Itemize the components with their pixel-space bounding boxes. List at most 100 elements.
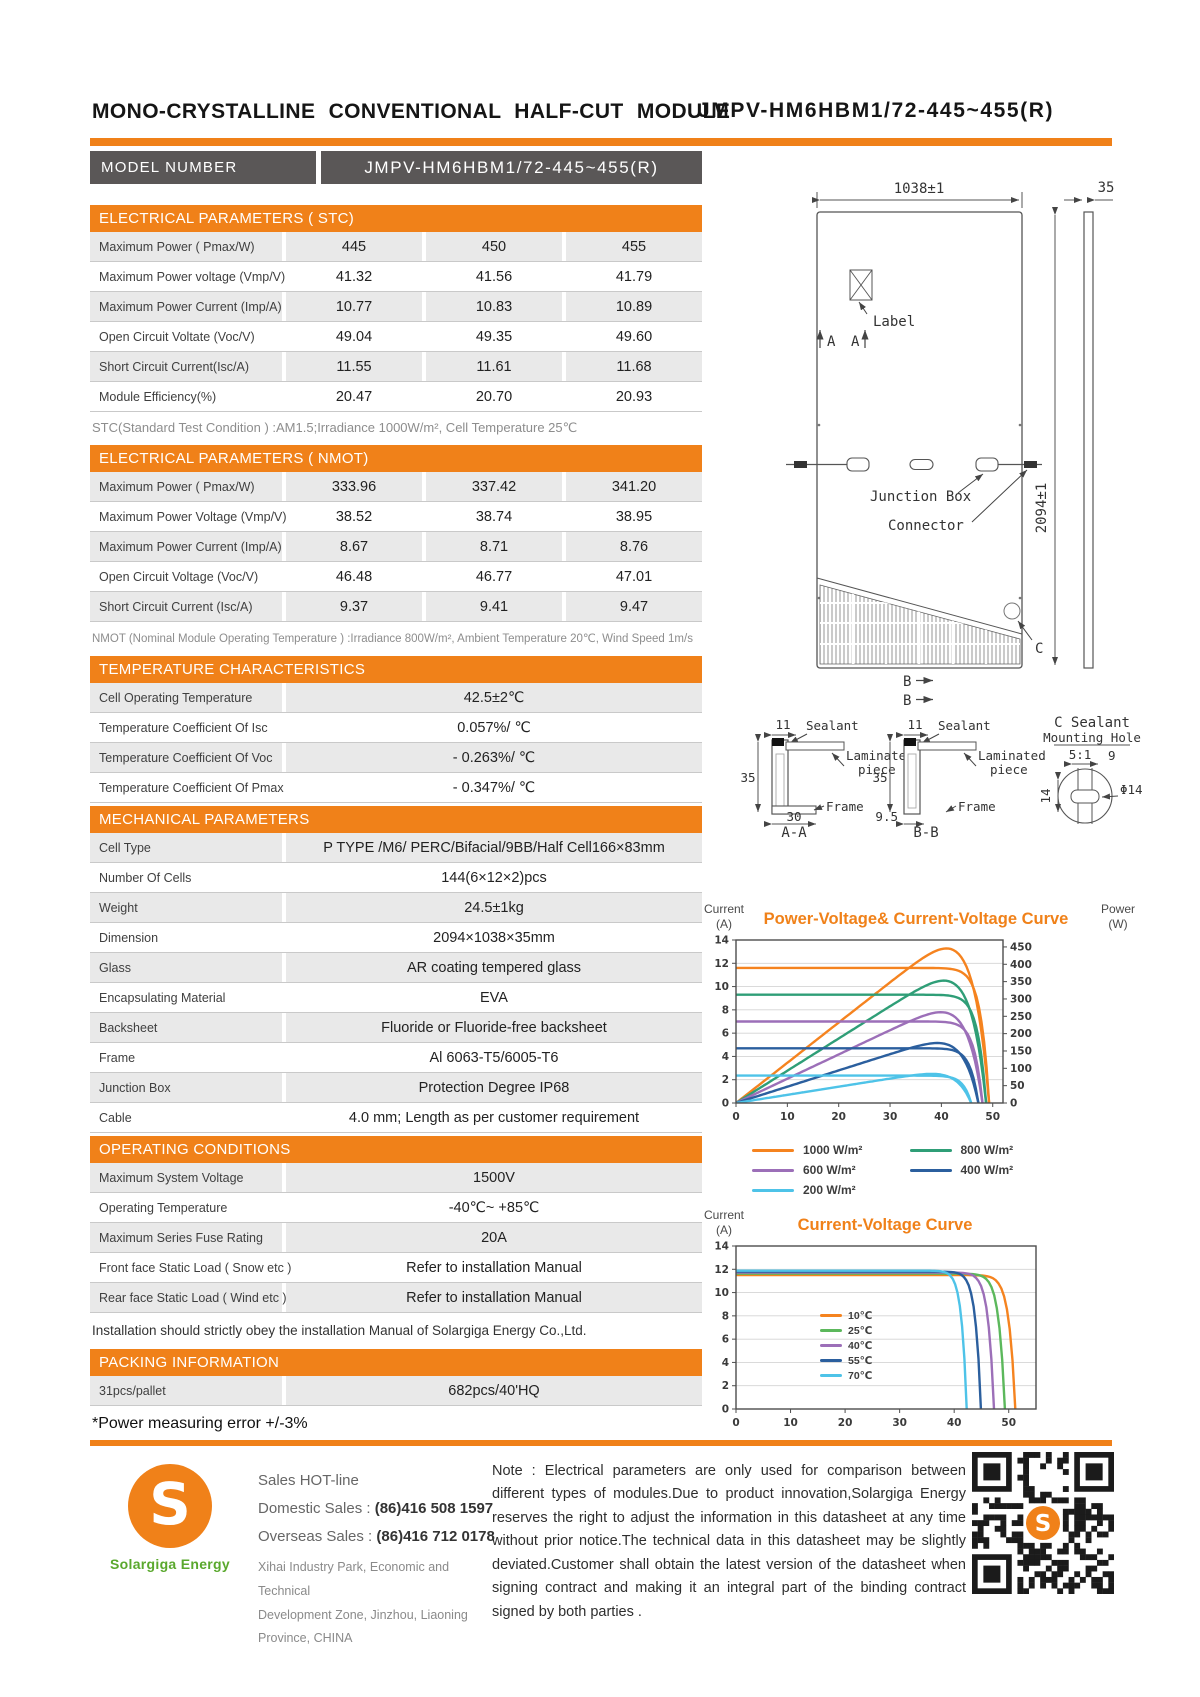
logo-text: Solargiga Energy	[110, 1556, 230, 1572]
legend-item: 40℃	[820, 1338, 872, 1353]
svg-text:40: 40	[947, 1417, 962, 1429]
svg-text:2: 2	[722, 1380, 729, 1392]
chart1-ylabel: Current (A)	[703, 902, 744, 931]
legend-swatch	[820, 1329, 842, 1332]
row-value-450: 41.56	[422, 262, 562, 291]
row-label: Maximum Power Voltage (Vmp/V)	[90, 502, 287, 531]
table-row: Maximum Power ( Pmax/W) 333.96 337.42 34…	[90, 472, 702, 502]
installation-note: Installation should strictly obey the in…	[92, 1323, 587, 1338]
model-number-value: JMPV-HM6HBM1/72-445~455(R)	[321, 151, 702, 184]
row-value: EVA	[480, 989, 508, 1006]
legend-item: 600 W/m²	[752, 1160, 910, 1180]
table-row: Maximum System Voltage 1500V	[90, 1163, 702, 1193]
table-row: Dimension 2094×1038×35mm	[90, 923, 702, 953]
legend-item: 70℃	[820, 1368, 872, 1383]
table-row: 31pcs/pallet 682pcs/40'HQ	[90, 1376, 702, 1406]
cc-scale: 5:1	[1069, 747, 1092, 762]
svg-text:12: 12	[714, 958, 729, 970]
row-value-445: 41.32	[335, 268, 373, 285]
row-value-445: 49.04	[335, 328, 373, 345]
overseas-sales-line: Overseas Sales : (86)416 712 0178	[258, 1528, 495, 1545]
row-label: Cable	[90, 1103, 286, 1132]
qr-code: S	[972, 1452, 1114, 1594]
svg-text:30: 30	[892, 1417, 907, 1429]
table-row: Open Circuit Voltate (Voc/V) 49.04 49.35…	[90, 322, 702, 352]
table-row: Short Circuit Current(Isc/A) 11.55 11.61…	[90, 352, 702, 382]
aa-dim-top: 11	[775, 717, 790, 732]
dim-width-label: 1038±1	[894, 181, 945, 197]
row-label: 31pcs/pallet	[90, 1376, 286, 1405]
bb-laminated-1: Laminated	[978, 748, 1046, 763]
legend-label: 400 W/m²	[960, 1163, 1014, 1177]
row-value: Protection Degree IP68	[418, 1079, 570, 1096]
bb-sealant-label: Sealant	[938, 718, 991, 733]
legend-label: 55℃	[848, 1354, 873, 1367]
row-value-445: 333.96	[331, 478, 377, 495]
row-value-455: 41.79	[562, 262, 702, 291]
footer-divider	[90, 1440, 1112, 1446]
packing-table: 31pcs/pallet 682pcs/40'HQ	[90, 1376, 702, 1406]
svg-text:350: 350	[1010, 976, 1032, 988]
legend-swatch	[820, 1374, 842, 1377]
legend-item: 200 W/m²	[752, 1180, 910, 1200]
aa-dim-bottom: 30	[786, 809, 801, 824]
logo-s-glyph: S	[149, 1470, 191, 1538]
row-value: Refer to installation Manual	[406, 1289, 582, 1306]
row-value-455: 49.60	[562, 322, 702, 351]
chart2-title: Current-Voltage Curve	[797, 1216, 973, 1234]
row-value: 20A	[481, 1229, 507, 1246]
row-value-450: 49.35	[422, 322, 562, 351]
row-label: Dimension	[90, 923, 286, 952]
svg-text:150: 150	[1010, 1045, 1032, 1057]
nmot-table: Maximum Power ( Pmax/W) 333.96 337.42 34…	[90, 472, 702, 622]
stc-table: Maximum Power ( Pmax/W) 445 450 455 Maxi…	[90, 232, 702, 412]
row-label: Cell Type	[90, 833, 286, 862]
row-label: Short Circuit Current (Isc/A)	[90, 592, 286, 621]
overseas-sales-number: (86)416 712 0178	[376, 1528, 495, 1545]
aa-dim-left: 35	[740, 770, 755, 785]
chart2-ylabel: Current (A)	[703, 1208, 744, 1237]
row-value: - 0.347%/ ℃	[452, 779, 536, 796]
legal-note: Note : Electrical parameters are only us…	[492, 1463, 966, 1620]
svg-text:12: 12	[714, 1264, 729, 1276]
legend-label: 200 W/m²	[803, 1183, 856, 1197]
table-row: Temperature Coefficient Of Isc 0.057%/ ℃	[90, 713, 702, 743]
row-label: Maximum Power ( Pmax/W)	[90, 232, 286, 261]
row-label: Short Circuit Current(Isc/A)	[90, 352, 286, 381]
row-value-455: 20.93	[562, 382, 702, 411]
row-label: Maximum Power Current (Imp/A)	[90, 292, 286, 321]
legend-swatch	[752, 1188, 794, 1192]
svg-text:40: 40	[934, 1111, 949, 1123]
row-value: Al 6063-T5/6005-T6	[429, 1049, 559, 1066]
page-title-model: JMPV-HM6HBM1/72-445~455(R)	[698, 99, 1055, 122]
model-number-label: MODEL NUMBER	[90, 151, 316, 184]
row-label: Weight	[90, 893, 286, 922]
aa-sealant-label: Sealant	[806, 718, 859, 733]
row-value-455: 9.47	[562, 592, 702, 621]
cc-dim-left: 14	[1038, 788, 1053, 803]
section-header-stc: ELECTRICAL PARAMETERS ( STC)	[90, 205, 702, 232]
row-value-455: 10.89	[562, 292, 702, 321]
table-row: Encapsulating Material EVA	[90, 983, 702, 1013]
row-value: 42.5±2℃	[463, 689, 525, 706]
legend-label: 25℃	[848, 1324, 873, 1337]
svg-text:10: 10	[714, 981, 729, 993]
row-value: -40℃~ +85℃	[448, 1199, 540, 1216]
legend-item: 1000 W/m²	[752, 1140, 910, 1160]
svg-text:2: 2	[722, 1074, 729, 1086]
table-row: Maximum Power Voltage (Vmp/V) 38.52 38.7…	[90, 502, 702, 532]
svg-text:10: 10	[780, 1111, 795, 1123]
row-value-445: 8.67	[339, 538, 369, 555]
table-row: Maximum Series Fuse Rating 20A	[90, 1223, 702, 1253]
row-label: Backsheet	[90, 1013, 286, 1042]
legend-label: 600 W/m²	[803, 1163, 856, 1177]
spec-tables: ELECTRICAL PARAMETERS ( STC) Maximum Pow…	[90, 202, 702, 1433]
svg-text:4: 4	[722, 1051, 729, 1063]
table-row: Maximum Power voltage (Vmp/V) 41.32 41.5…	[90, 262, 702, 292]
row-label: Maximum System Voltage	[90, 1163, 286, 1192]
row-value: Fluoride or Fluoride-free backsheet	[381, 1019, 607, 1036]
row-value-455: 341.20	[562, 472, 702, 501]
aa-laminated-1: Laminated	[846, 748, 914, 763]
svg-text:10: 10	[714, 1287, 729, 1299]
row-value-450: 9.41	[422, 592, 562, 621]
